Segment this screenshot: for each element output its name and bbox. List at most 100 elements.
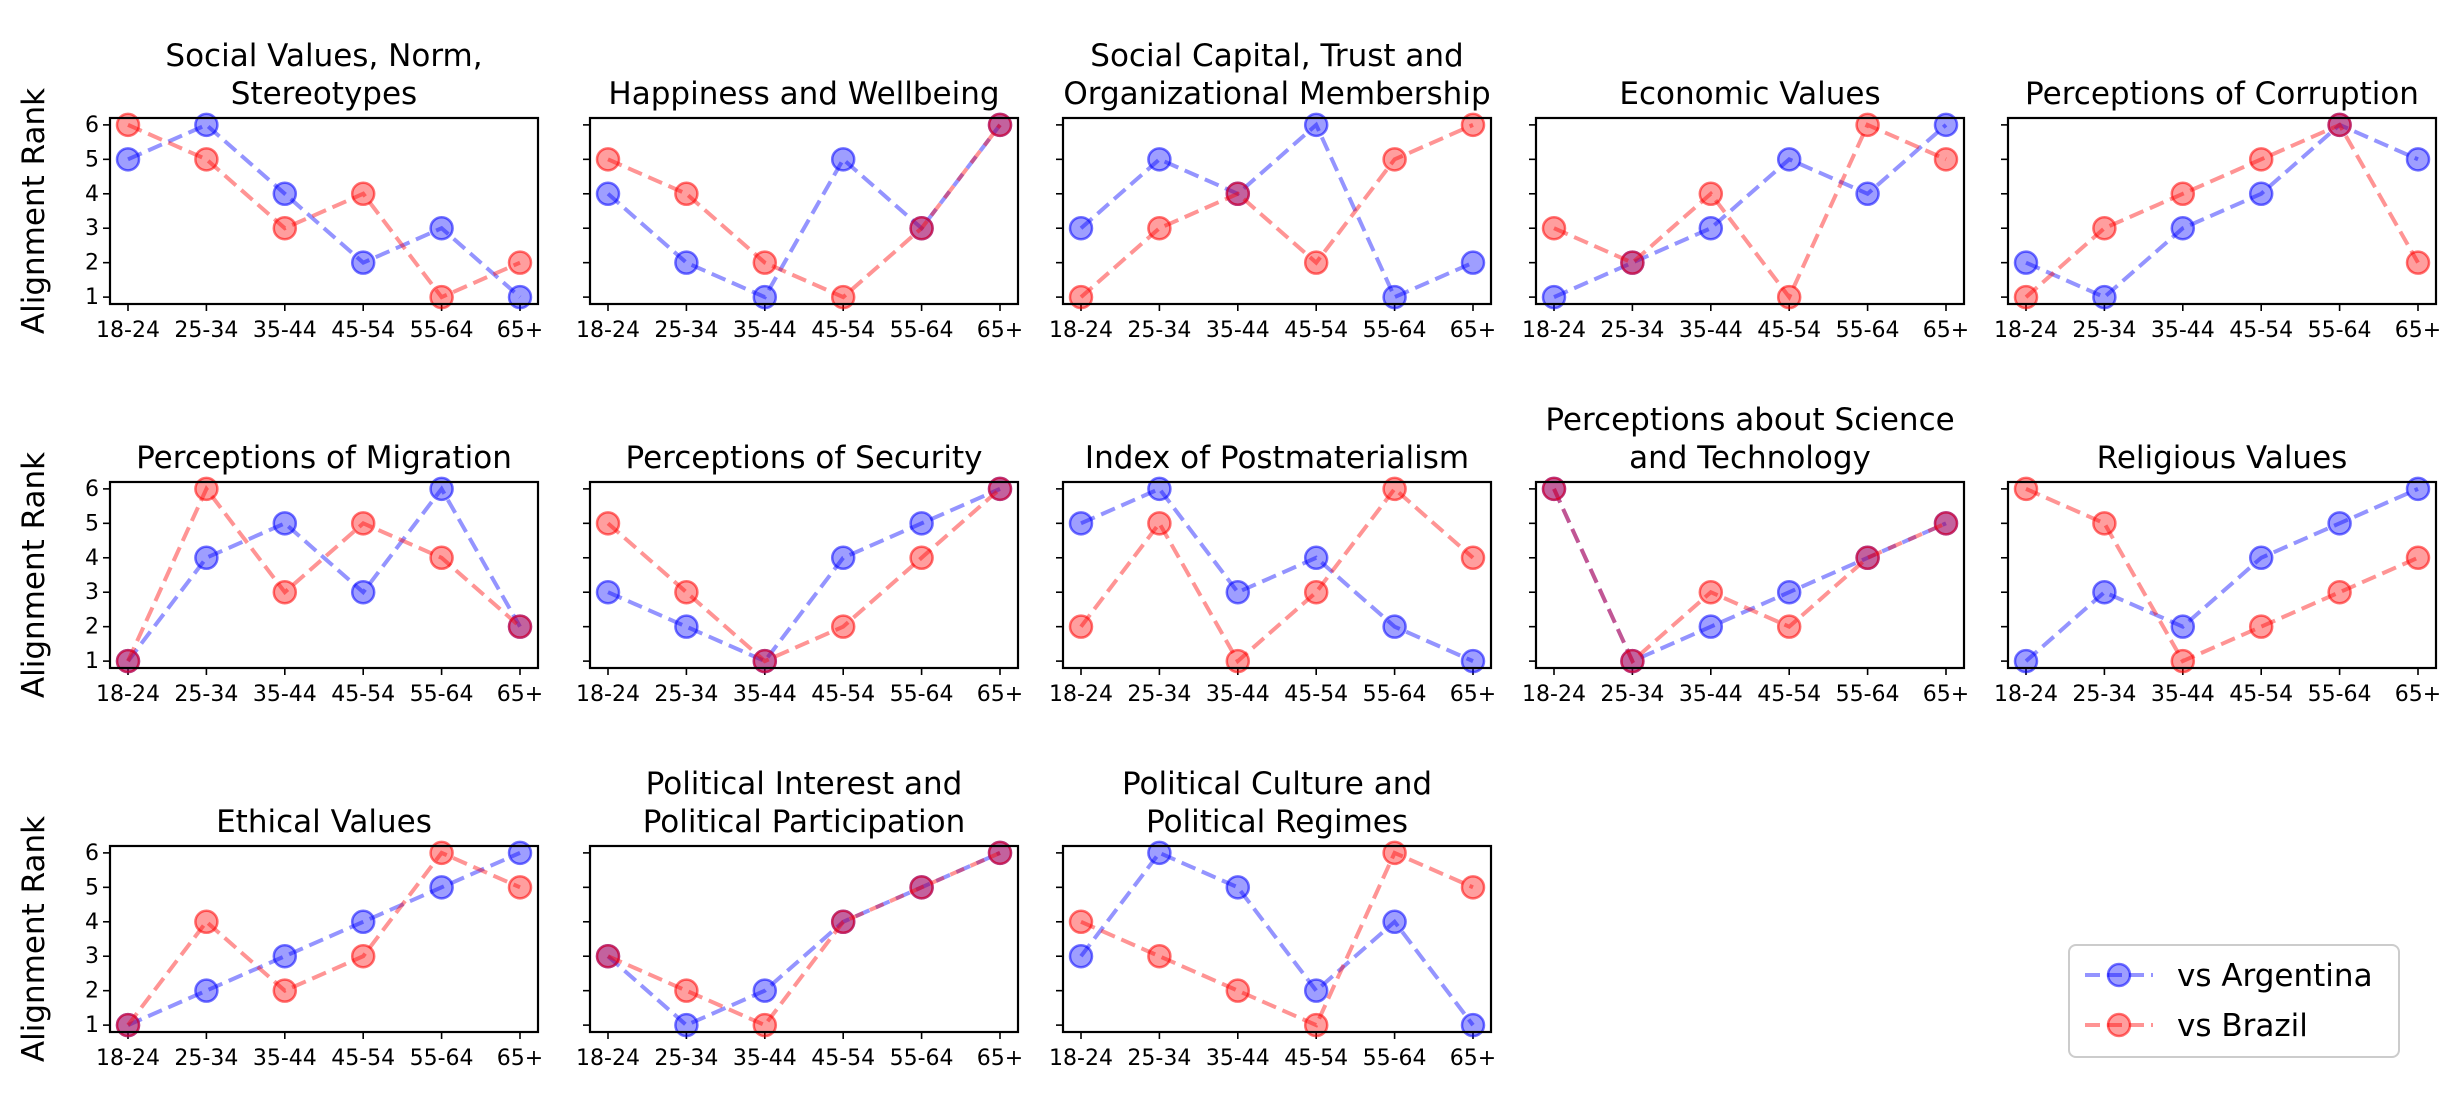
data-point-brazil	[1147, 511, 1172, 536]
data-point-brazil	[507, 250, 533, 275]
data-point-argentina	[1460, 648, 1486, 674]
series-line-argentina	[2024, 487, 2419, 663]
x-tick-label: 45-54	[1284, 682, 1348, 707]
y-tick-label: 6	[85, 113, 99, 138]
legend-box	[2068, 944, 2400, 1058]
data-point-argentina	[1303, 545, 1329, 571]
series-line-argentina	[2025, 122, 2419, 300]
data-point-argentina	[1698, 215, 1724, 241]
data-point-brazil	[350, 511, 376, 536]
data-point-argentina	[909, 511, 934, 536]
data-point-argentina	[1382, 614, 1407, 639]
data-point-argentina	[2013, 648, 2039, 674]
panel-title: Index of Postmaterialism	[1085, 440, 1469, 476]
x-tick-label: 45-54	[1284, 318, 1348, 343]
data-point-brazil	[595, 511, 621, 536]
plot-frame	[1534, 116, 1966, 306]
data-point-argentina	[830, 147, 856, 172]
legend-marker	[2106, 962, 2132, 988]
data-point-brazil	[1068, 909, 1094, 935]
x-tick-label: 65+	[1450, 1046, 1496, 1071]
x-tick-label: 18-24	[1049, 682, 1113, 707]
x-tick-label: 65+	[2395, 318, 2441, 343]
series-line-brazil	[1079, 485, 1475, 665]
y-tick-label: 6	[85, 841, 99, 866]
data-point-brazil	[1382, 476, 1407, 502]
x-tick-label: 35-44	[1679, 318, 1743, 343]
series-line-argentina	[1080, 486, 1474, 663]
data-point-brazil	[1620, 648, 1645, 674]
x-tick-label: 35-44	[253, 682, 317, 707]
y-tick-label: 2	[85, 615, 99, 640]
x-tick-label: 25-34	[2072, 318, 2136, 343]
x-tick-label: 65+	[977, 1046, 1023, 1071]
x-tick-label: 45-54	[2229, 682, 2293, 707]
data-point-argentina	[674, 614, 699, 639]
panel-6: Perceptions of Migration 1 2 3 4 5 6 18-24 25-34…	[16, 440, 543, 707]
series-line-brazil	[2025, 487, 2419, 664]
data-point-brazil	[909, 215, 934, 241]
data-point-brazil	[1068, 284, 1094, 310]
y-tick-label: 1	[85, 285, 99, 310]
x-tick-label: 65+	[497, 1046, 543, 1071]
data-point-brazil	[429, 840, 454, 866]
x-tick-label: 55-64	[890, 318, 954, 343]
y-tick-label: 6	[85, 477, 99, 502]
data-point-brazil	[987, 476, 1013, 502]
x-tick-label: 18-24	[1522, 318, 1586, 343]
data-point-argentina	[194, 978, 219, 1003]
series-line-brazil	[2024, 122, 2420, 299]
data-point-brazil	[272, 215, 298, 241]
data-point-brazil	[2170, 648, 2196, 674]
series-line-brazil	[607, 851, 1001, 1028]
data-point-brazil	[1698, 181, 1724, 207]
y-tick-label: 5	[85, 875, 99, 900]
data-point-argentina	[2405, 476, 2431, 502]
data-point-brazil	[194, 909, 219, 935]
data-point-argentina	[1147, 476, 1172, 502]
x-tick-label: 55-64	[1363, 1046, 1427, 1071]
series-line-argentina	[607, 487, 1001, 664]
x-tick-label: 55-64	[1363, 318, 1427, 343]
data-point-brazil	[1460, 875, 1486, 900]
data-point-argentina	[350, 909, 376, 935]
x-tick-label: 25-34	[174, 318, 238, 343]
x-tick-label: 55-64	[2308, 318, 2372, 343]
data-point-argentina	[2405, 147, 2431, 172]
data-point-brazil	[429, 284, 454, 310]
plot-frame	[108, 480, 540, 670]
y-tick-label: 5	[85, 147, 99, 172]
panel-1: Social Values, Norm,Stereotypes 1 2 3 4 5 6 18-…	[16, 38, 543, 343]
panel-title: Perceptions of Security	[626, 440, 983, 476]
x-tick-label: 45-54	[2229, 318, 2293, 343]
data-point-brazil	[909, 875, 934, 900]
x-tick-label: 55-64	[1363, 682, 1427, 707]
data-point-brazil	[1147, 215, 1172, 241]
x-tick-label: 18-24	[96, 1046, 160, 1071]
data-point-brazil	[429, 545, 454, 571]
y-tick-label: 1	[85, 1013, 99, 1038]
x-tick-label: 65+	[977, 682, 1023, 707]
x-tick-label: 55-64	[410, 682, 474, 707]
data-point-brazil	[830, 614, 856, 639]
plot-frame	[1061, 480, 1493, 670]
x-tick-label: 65+	[977, 318, 1023, 343]
data-point-argentina	[1068, 215, 1094, 241]
x-tick-label: 18-24	[1522, 682, 1586, 707]
x-tick-label: 65+	[1450, 318, 1496, 343]
series-line-brazil	[1553, 122, 1947, 301]
panel-title: Perceptions of Corruption	[2025, 76, 2419, 112]
x-tick-label: 65+	[2395, 682, 2441, 707]
data-point-argentina	[1303, 978, 1329, 1003]
data-point-argentina	[1147, 147, 1172, 172]
data-point-brazil	[830, 909, 856, 935]
x-tick-label: 25-34	[1127, 318, 1191, 343]
panel-title: Happiness and Wellbeing	[608, 76, 999, 112]
x-tick-label: 25-34	[174, 682, 238, 707]
data-point-brazil	[115, 1012, 141, 1038]
y-tick-label: 2	[85, 979, 99, 1004]
panel-title: Political Regimes	[1146, 804, 1408, 840]
data-point-argentina	[1460, 250, 1486, 275]
y-axis-label: Alignment Rank	[16, 88, 52, 334]
x-tick-label: 35-44	[1206, 318, 1270, 343]
